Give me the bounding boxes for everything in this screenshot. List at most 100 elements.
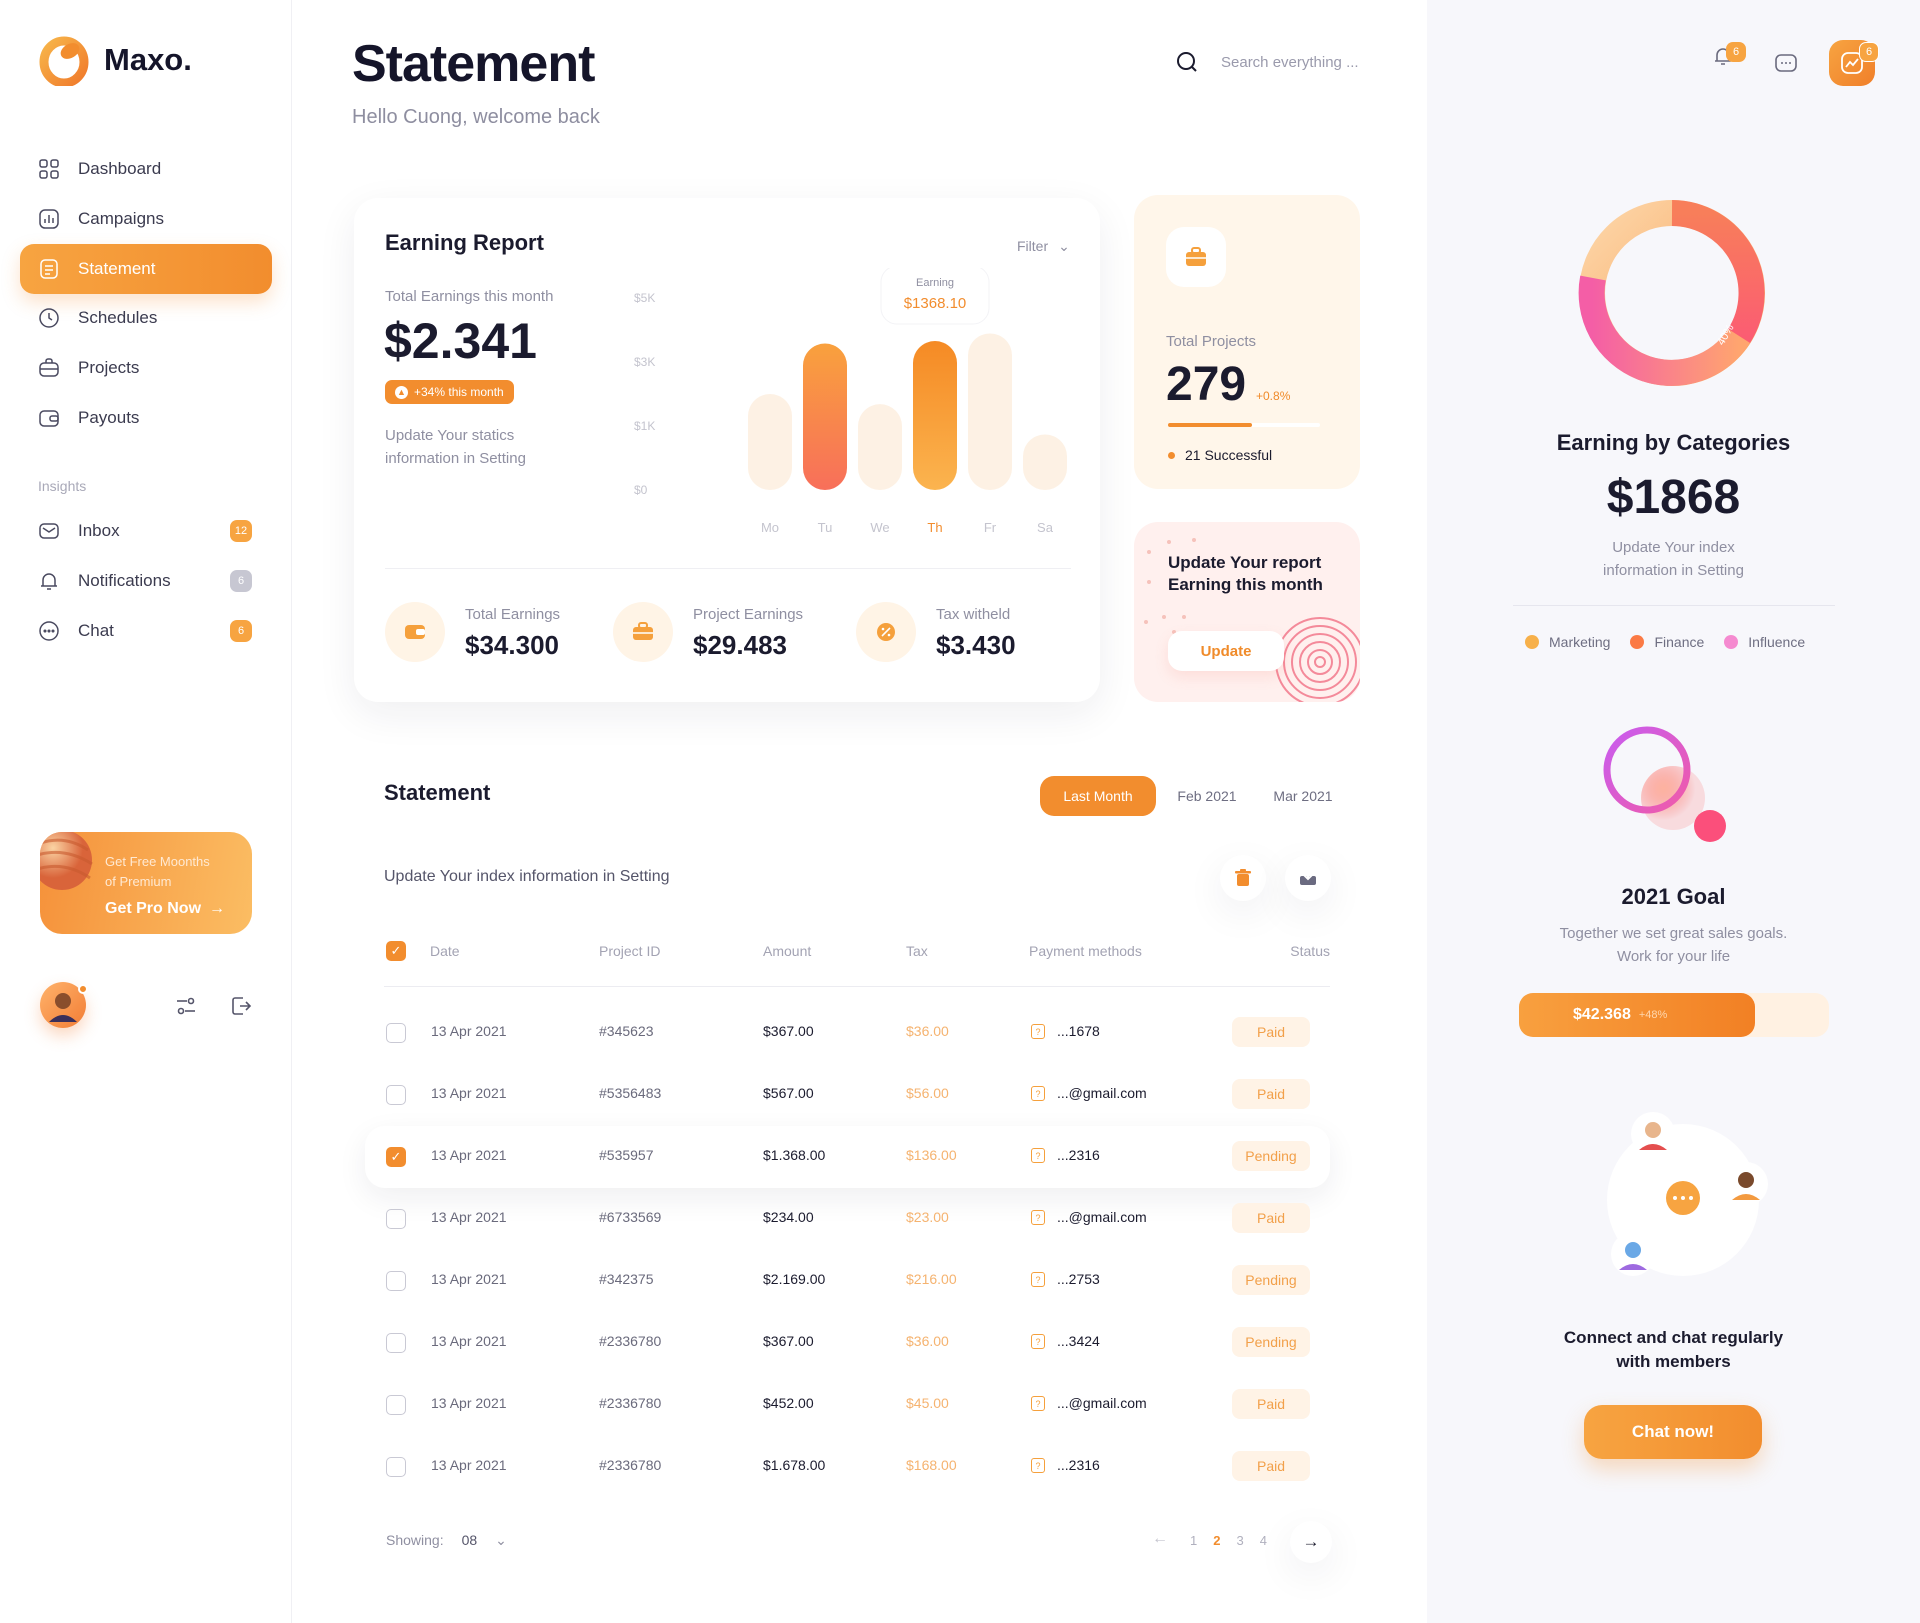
dashboard-icon [38,158,60,180]
payment-method-icon: ? [1031,1334,1045,1349]
sidebar-item-label: Inbox [78,521,120,540]
row-amount: $1.678.00 [763,1457,826,1473]
table-row[interactable]: 13 Apr 2021 #2336780 $367.00 $36.00? ...3424… [365,1312,1330,1374]
wallet-icon [385,602,445,662]
row-checkbox[interactable] [386,1271,406,1291]
table-row[interactable]: 13 Apr 2021 #5356483 $567.00 $56.00? ...@gma… [365,1064,1330,1126]
sidebar-item-payouts[interactable]: Payouts [20,393,272,443]
row-checkbox[interactable] [386,1209,406,1229]
chevron-down-icon: ⌄ [1058,238,1070,254]
table-row[interactable]: 13 Apr 2021 #6733569 $234.00 $23.00? ...@gma… [365,1188,1330,1250]
message-icon[interactable] [1774,52,1798,76]
tab-mar-2021[interactable]: Mar 2021 [1273,788,1333,804]
count-badge: 6 [230,620,252,642]
search-input[interactable]: Search everything ... [1221,53,1359,71]
row-checkbox[interactable] [386,1395,406,1415]
analytics-button[interactable]: 6 [1829,40,1879,86]
row-checkbox[interactable] [386,1085,406,1105]
delete-button[interactable] [1220,855,1266,901]
column-header-amount[interactable]: Amount [763,943,812,959]
row-checkbox[interactable] [386,1023,406,1043]
row-checkbox[interactable] [386,1333,406,1353]
total-value: $34.300 [465,630,559,660]
page-4[interactable]: 4 [1259,1533,1267,1548]
page-3[interactable]: 3 [1236,1533,1244,1548]
row-checkbox[interactable]: ✓ [386,1147,406,1167]
categories-title: Earning by Categories [1556,430,1791,455]
premium-promo[interactable]: Get Free Moonths of Premium Get Pro Now … [40,832,252,934]
prev-page-icon[interactable]: ← [1152,1530,1168,1547]
column-header-tax[interactable]: Tax [906,943,928,959]
y-tick-label: $0 [634,483,648,497]
promo-line1: Get Free Moonths [105,854,210,869]
row-checkbox[interactable] [386,1457,406,1477]
tab-last-month[interactable]: Last Month [1040,776,1156,816]
total-value: $3.430 [936,630,1016,660]
sidebar-item-inbox[interactable]: Inbox 12 [20,506,272,556]
table-row[interactable]: 13 Apr 2021 #345623 $367.00 $36.00? ...1678 P… [365,1002,1330,1064]
settings-sliders-icon[interactable] [174,994,198,1018]
earning-note-line1: Update Your statics [385,427,515,444]
table-row[interactable]: 13 Apr 2021 #2336780 $1.678.00 $168.00? ...2… [365,1436,1330,1498]
sidebar-item-statement[interactable]: Statement [20,243,272,294]
row-tax: $56.00 [906,1085,949,1101]
status-badge: Paid [1232,1389,1310,1419]
row-tax: $36.00 [906,1023,949,1039]
filter-dropdown[interactable]: Filter ⌄ [1017,238,1070,255]
sidebar-item-campaigns[interactable]: Campaigns [20,194,272,244]
page-1[interactable]: 1 [1190,1533,1198,1548]
column-header-project-id[interactable]: Project ID [599,943,661,959]
categories-donut-chart: 40% [1578,200,1765,386]
row-amount: $2.169.00 [763,1271,826,1287]
tooltip-label: Earning [916,277,954,289]
rows-per-page[interactable]: Showing: 08 ⌄ [386,1532,507,1549]
payment-method-icon: ? [1031,1458,1045,1473]
search-bar[interactable]: Search everything ... [1175,50,1359,74]
legend-dot [1724,635,1739,649]
search-icon[interactable] [1175,50,1199,74]
showing-value: 08 [461,1532,478,1548]
row-date: 13 Apr 2021 [431,1085,507,1101]
welcome-message: Hello Cuong, welcome back [352,106,600,128]
row-tax: $168.00 [906,1457,957,1473]
column-header-date[interactable]: Date [430,943,460,959]
sidebar-item-notifications[interactable]: Notifications 6 [20,556,272,606]
row-payment-method: ...2753 [1057,1271,1100,1287]
update-report-line1: Update Your report [1168,553,1322,572]
legend-item-marketing: Marketing [1525,634,1610,650]
right-panel: 6 6 40% Earning by Categories $1868 Upda… [1427,0,1920,1623]
row-tax: $36.00 [906,1333,949,1349]
row-payment-method: ...@gmail.com [1057,1085,1147,1101]
table-row[interactable]: 13 Apr 2021 #2336780 $452.00 $45.00? ...@gma… [365,1374,1330,1436]
chat-now-button[interactable]: Chat now! [1584,1405,1762,1459]
sidebar-item-chat[interactable]: Chat 6 [20,606,272,656]
goal-progress-bar: $42.368 +48% [1519,993,1829,1037]
avatar[interactable] [40,982,88,1028]
sidebar-item-dashboard[interactable]: Dashboard [20,144,272,194]
tab-feb-2021[interactable]: Feb 2021 [1177,788,1237,804]
payment-method-icon: ? [1031,1396,1045,1411]
select-all-checkbox[interactable]: ✓ [386,941,406,961]
table-row[interactable]: ✓ 13 Apr 2021 #535957 $1.368.00 $136.00? ...2… [365,1126,1330,1188]
page-2[interactable]: 2 [1213,1533,1221,1548]
column-header-payment-methods[interactable]: Payment methods [1029,943,1142,959]
logo[interactable]: Maxo. [38,34,192,86]
sidebar-item-schedules[interactable]: Schedules [20,293,272,343]
download-button[interactable] [1285,855,1331,901]
statement-note: Update Your index information in Setting [384,868,670,885]
row-date: 13 Apr 2021 [431,1271,507,1287]
row-payment-method: ...3424 [1057,1333,1100,1349]
goal-rings-illustration [1603,726,1726,842]
row-amount: $367.00 [763,1333,814,1349]
promo-cta[interactable]: Get Pro Now [105,900,202,917]
sidebar-item-projects[interactable]: Projects [20,343,272,393]
column-header-status[interactable]: Status [1290,943,1330,959]
logout-icon[interactable] [229,994,253,1018]
row-amount: $1.368.00 [763,1147,826,1163]
table-row[interactable]: 13 Apr 2021 #342375 $2.169.00 $216.00? ...27… [365,1250,1330,1312]
update-button[interactable]: Update [1168,631,1284,671]
next-page-button[interactable]: → [1290,1521,1332,1563]
y-tick-label: $1K [634,419,655,433]
logo-icon [39,36,89,86]
sidebar-item-label: Chat [78,621,114,640]
